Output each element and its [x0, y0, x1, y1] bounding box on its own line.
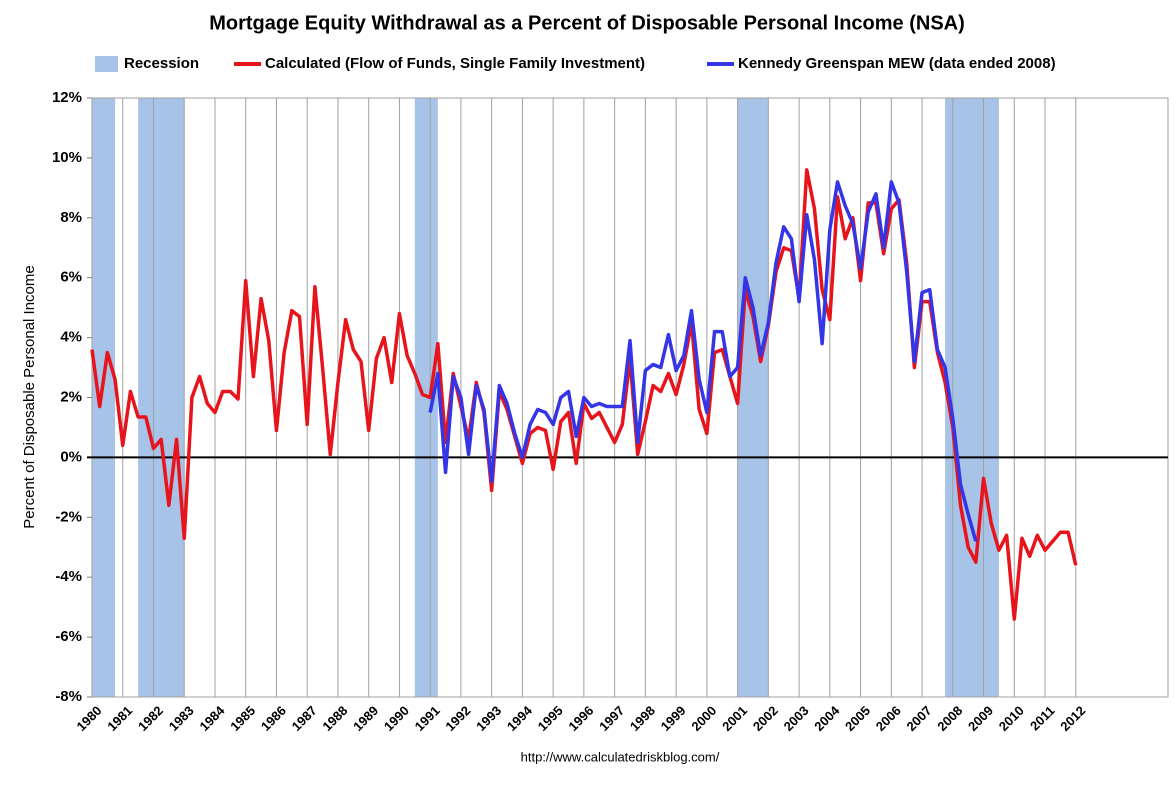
x-tick-label: 2012 — [1057, 703, 1088, 734]
x-tick-label: 2003 — [781, 703, 812, 734]
x-tick-label: 1982 — [135, 703, 166, 734]
x-tick-label: 1983 — [166, 703, 197, 734]
recession-band — [92, 98, 116, 697]
y-tick-label: -8% — [55, 688, 82, 705]
x-tick-label: 2001 — [719, 703, 750, 734]
x-tick-label: 1980 — [73, 703, 104, 734]
recession-band — [945, 98, 999, 697]
recession-band — [737, 98, 769, 697]
y-tick-label: -2% — [55, 508, 82, 525]
x-tick-label: 1997 — [596, 703, 627, 734]
x-tick-label: 1984 — [196, 702, 228, 734]
y-tick-label: 0% — [60, 448, 82, 465]
x-tick-label: 1994 — [504, 702, 536, 734]
x-tick-label: 1993 — [473, 703, 504, 734]
x-tick-label: 1981 — [104, 703, 135, 734]
x-tick-label: 2004 — [811, 702, 843, 734]
x-tick-label: 2009 — [965, 703, 996, 734]
y-tick-label: 2% — [60, 388, 82, 405]
x-tick-label: 1986 — [258, 703, 289, 734]
y-tick-label: -4% — [55, 568, 82, 585]
legend-label: Recession — [124, 55, 199, 72]
legend-swatch — [95, 56, 118, 72]
series-line — [428, 180, 978, 542]
legend-label: Calculated (Flow of Funds, Single Family… — [265, 55, 645, 72]
y-axis-label: Percent of Disposable Personal Income — [21, 265, 38, 528]
x-tick-label: 1998 — [627, 703, 658, 734]
y-tick-label: 6% — [60, 269, 82, 286]
x-tick-label: 2006 — [873, 703, 904, 734]
x-tick-label: 1988 — [319, 703, 350, 734]
y-tick-label: 4% — [60, 329, 82, 346]
x-tick-label: 2005 — [842, 703, 873, 734]
x-tick-label: 2010 — [996, 703, 1027, 734]
x-tick-label: 1985 — [227, 703, 258, 734]
x-tick-label: 1989 — [350, 703, 381, 734]
x-tick-label: 2011 — [1027, 703, 1058, 734]
x-tick-label: 2000 — [688, 703, 719, 734]
legend-label: Kennedy Greenspan MEW (data ended 2008) — [738, 55, 1056, 72]
x-tick-label: 1996 — [565, 703, 596, 734]
x-tick-label: 1995 — [535, 703, 566, 734]
plot-border — [91, 97, 1169, 698]
x-tick-label: 2008 — [934, 703, 965, 734]
y-tick-label: 8% — [60, 209, 82, 226]
recession-band — [138, 98, 185, 697]
x-tick-label: 2002 — [750, 703, 781, 734]
source: http://www.calculatedriskblog.com/ — [521, 749, 720, 764]
chart-title: Mortgage Equity Withdrawal as a Percent … — [209, 12, 965, 34]
x-tick-label: 1987 — [289, 703, 320, 734]
x-tick-label: 1990 — [381, 703, 412, 734]
x-tick-label: 2007 — [904, 703, 935, 734]
y-tick-label: 10% — [52, 149, 82, 166]
y-tick-label: 12% — [52, 89, 82, 106]
x-tick-label: 1991 — [412, 703, 443, 734]
x-tick-label: 1999 — [658, 703, 689, 734]
x-tick-label: 1992 — [442, 703, 473, 734]
y-tick-label: -6% — [55, 628, 82, 645]
